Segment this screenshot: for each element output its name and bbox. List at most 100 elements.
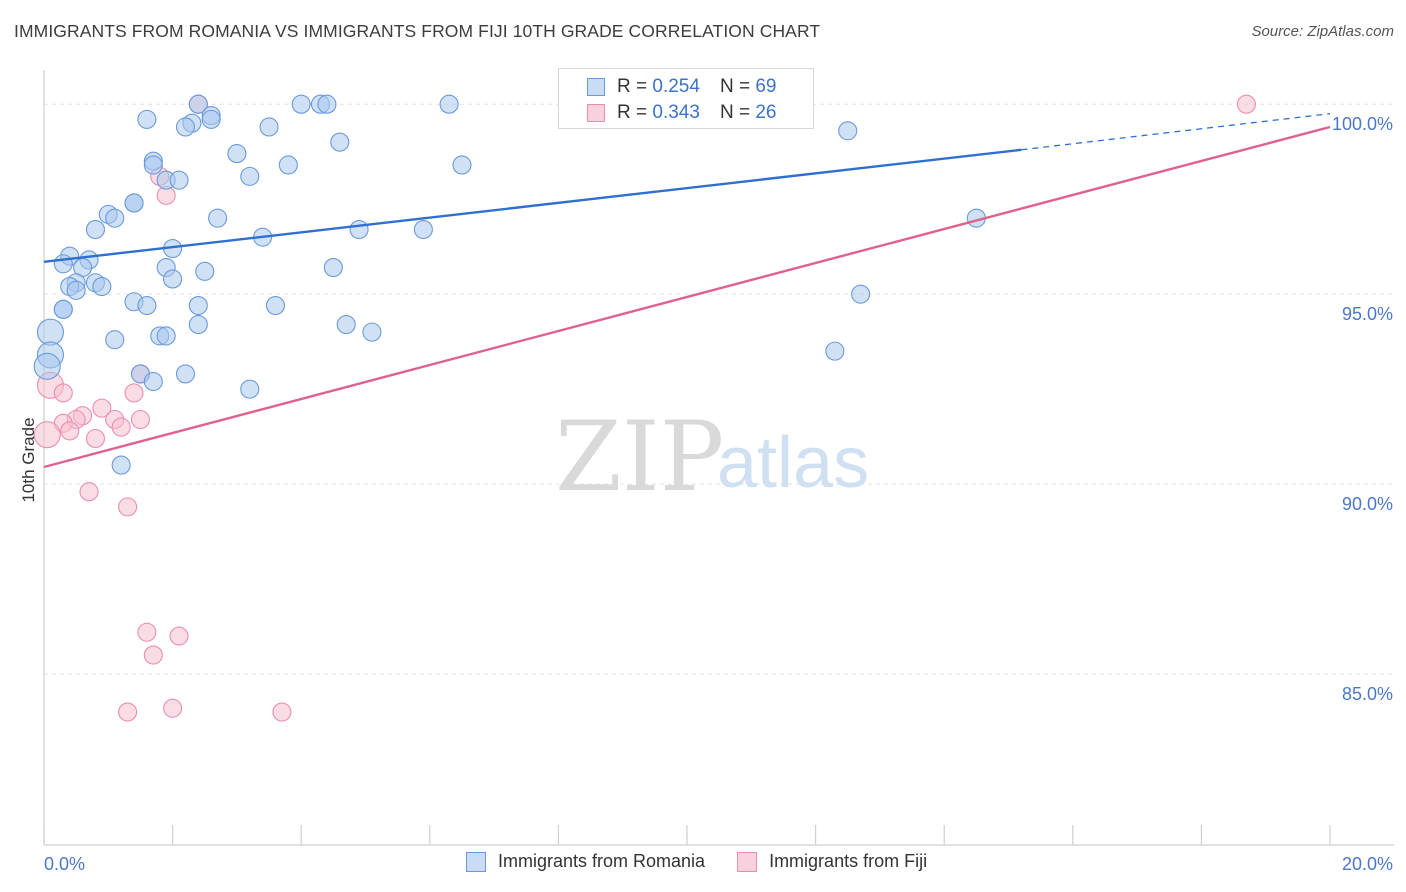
- fiji-point: [111, 417, 131, 437]
- romania-point: [278, 155, 298, 175]
- romania-point: [317, 94, 337, 114]
- series-fiji-points: [33, 94, 1256, 722]
- fiji-point: [118, 702, 138, 722]
- romania-point: [124, 193, 144, 213]
- romania-point: [240, 379, 260, 399]
- romania-point: [92, 276, 112, 297]
- fiji-n-value: 26: [755, 102, 777, 123]
- romania-point: [188, 94, 208, 114]
- watermark: ZIP atlas: [555, 401, 869, 513]
- legend-row-romania: R = 0.254 N = 69: [587, 74, 776, 100]
- romania-point: [259, 117, 279, 137]
- fiji-n-label: N =: [719, 102, 751, 123]
- romania-point: [175, 117, 196, 137]
- romania-point: [265, 295, 286, 316]
- romania-point: [362, 322, 382, 342]
- romania-point: [156, 326, 176, 346]
- romania-point: [208, 208, 228, 228]
- romania-point: [188, 295, 208, 316]
- fiji-point: [137, 622, 157, 642]
- legend-item-fiji[interactable]: Immigrants from Fiji: [737, 851, 927, 872]
- fiji-point: [33, 421, 61, 449]
- series-romania-points: [33, 94, 986, 475]
- romania-swatch: [587, 78, 605, 96]
- romania-point: [105, 208, 125, 228]
- fiji-point: [92, 398, 112, 418]
- romania-point: [53, 299, 73, 319]
- fiji-point: [124, 383, 144, 403]
- fiji-point: [163, 698, 183, 718]
- romania-trend-extension: [1021, 113, 1331, 151]
- romania-point: [143, 155, 163, 175]
- romania-point: [201, 109, 221, 129]
- romania-point: [240, 166, 260, 186]
- romania-point: [227, 144, 247, 164]
- fiji-point: [118, 497, 138, 517]
- fiji-swatch: [587, 104, 605, 122]
- romania-point: [169, 170, 189, 190]
- fiji-trend-line: [43, 125, 1331, 469]
- y-tick-label: 90.0%: [1342, 494, 1393, 514]
- romania-point: [163, 269, 183, 289]
- fiji-legend-label: Immigrants from Fiji: [769, 851, 928, 871]
- romania-point: [838, 121, 858, 141]
- romania-point: [175, 364, 196, 384]
- fiji-point: [272, 702, 292, 722]
- y-tick-label: 95.0%: [1342, 304, 1393, 324]
- trend-lines: [43, 113, 1331, 469]
- fiji-point: [169, 626, 189, 646]
- romania-point: [291, 94, 311, 114]
- y-tick-label: 85.0%: [1342, 684, 1393, 704]
- fiji-point: [60, 421, 80, 441]
- romania-point: [336, 314, 356, 335]
- romania-r-value: 0.254: [652, 76, 700, 97]
- romania-n-value: 69: [755, 76, 777, 97]
- romania-point: [105, 330, 125, 350]
- romania-point: [137, 295, 157, 316]
- romania-point: [195, 261, 215, 281]
- fiji-point: [85, 428, 105, 449]
- fiji-point: [79, 482, 99, 502]
- legend-row-fiji: R = 0.343 N = 26: [587, 100, 776, 126]
- romania-point: [323, 257, 343, 278]
- y-tick-label: 100.0%: [1332, 114, 1393, 134]
- watermark-zip: ZIP: [555, 401, 724, 513]
- legend-item-romania[interactable]: Immigrants from Romania: [466, 851, 705, 872]
- romania-legend-label: Immigrants from Romania: [498, 851, 706, 871]
- series-legend: Immigrants from Romania Immigrants from …: [466, 851, 959, 872]
- fiji-r-label: R =: [617, 102, 648, 123]
- romania-point: [33, 352, 61, 380]
- romania-legend-swatch: [466, 851, 486, 872]
- fiji-r-value: 0.343: [652, 102, 700, 123]
- fiji-point: [143, 645, 163, 665]
- romania-point: [413, 220, 433, 240]
- y-axis-title: 10th Grade: [19, 417, 38, 502]
- stats-legend: R = 0.254 N = 69 R = 0.343 N = 26: [558, 68, 814, 129]
- fiji-point: [53, 383, 73, 403]
- x-tick-label: 0.0%: [44, 854, 85, 874]
- romania-point: [349, 220, 369, 240]
- romania-point: [137, 109, 157, 129]
- romania-point: [851, 284, 871, 304]
- chart-source: Source: ZipAtlas.com: [1251, 23, 1394, 40]
- romania-point: [825, 341, 845, 361]
- romania-trend-line: [43, 148, 1022, 264]
- fiji-point: [1236, 94, 1256, 114]
- romania-point: [452, 155, 472, 175]
- romania-point: [143, 371, 163, 392]
- tick-labels: 100.0% 95.0% 90.0% 85.0% 0.0% 20.0%: [44, 114, 1393, 874]
- romania-point: [36, 318, 64, 346]
- chart-title: IMMIGRANTS FROM ROMANIA VS IMMIGRANTS FR…: [14, 21, 821, 41]
- romania-r-label: R =: [617, 76, 648, 97]
- romania-point: [330, 132, 350, 152]
- romania-point: [85, 220, 105, 240]
- fiji-point: [130, 409, 150, 430]
- fiji-legend-swatch: [737, 851, 758, 872]
- axes: [43, 70, 1394, 846]
- romania-point: [439, 94, 459, 114]
- romania-point: [188, 314, 208, 335]
- romania-n-label: N =: [719, 76, 751, 97]
- x-tick-label: 20.0%: [1342, 854, 1393, 874]
- watermark-atlas: atlas: [717, 423, 869, 503]
